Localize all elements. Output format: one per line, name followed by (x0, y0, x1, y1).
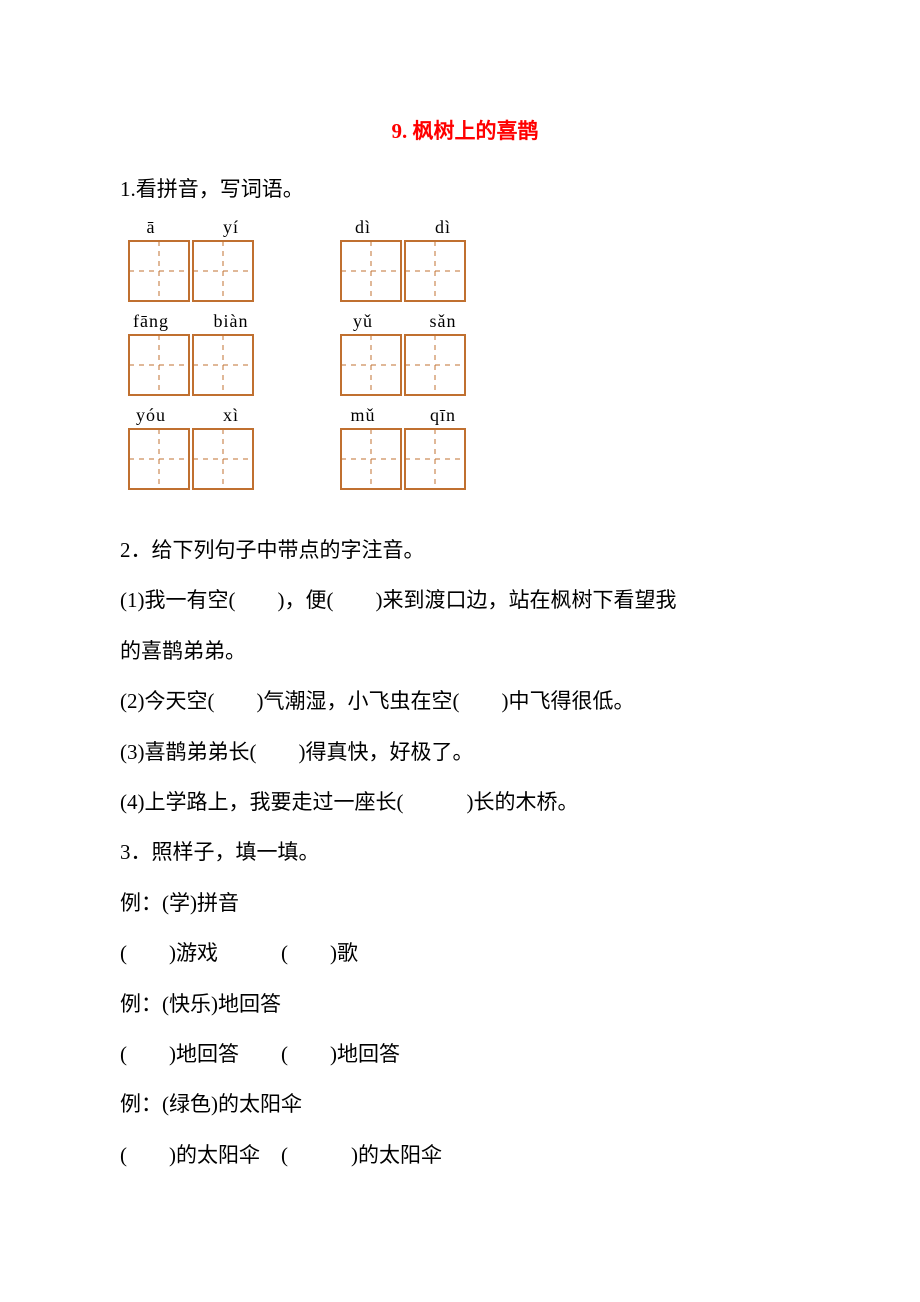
page-title: 9. 枫树上的喜鹊 (120, 115, 810, 145)
q2-line: (3)喜鹊弟弟长( )得真快，好极了。 (120, 727, 810, 777)
pinyin-row: āyí dìdì (120, 217, 810, 307)
q3-heading: 3．照样子，填一填。 (120, 827, 810, 877)
tianzi-pair (340, 334, 466, 401)
pinyin-syllable: fāng (120, 311, 182, 332)
pinyin-syllable: yóu (120, 405, 182, 426)
pinyin-group: āyí (120, 217, 262, 307)
q2-line: (1)我一有空( )，便( )来到渡口边，站在枫树下看望我 (120, 575, 810, 625)
pinyin-label: mǔqīn (332, 405, 474, 426)
q2-line: (4)上学路上，我要走过一座长( )长的木桥。 (120, 777, 810, 827)
tianzi-box (340, 334, 402, 401)
q2-line: (2)今天空( )气潮湿，小飞虫在空( )中飞得很低。 (120, 676, 810, 726)
pinyin-group: mǔqīn (332, 405, 474, 495)
tianzi-pair (128, 240, 254, 307)
pinyin-row: yóuxì mǔqīn (120, 405, 810, 495)
tianzi-box (192, 428, 254, 495)
q3-line: ( )的太阳伞 ( )的太阳伞 (120, 1130, 810, 1180)
tianzi-box (404, 334, 466, 401)
tianzi-box (404, 240, 466, 307)
pinyin-syllable: yí (200, 217, 262, 238)
pinyin-syllable: dì (412, 217, 474, 238)
pinyin-syllable: qīn (412, 405, 474, 426)
tianzi-box (128, 240, 190, 307)
tianzi-box (128, 428, 190, 495)
pinyin-syllable: mǔ (332, 405, 394, 426)
q3-line: ( )地回答 ( )地回答 (120, 1029, 810, 1079)
q2-heading: 2．给下列句子中带点的字注音。 (120, 525, 810, 575)
tianzi-pair (128, 428, 254, 495)
pinyin-label: āyí (120, 217, 262, 238)
q1-heading: 1.看拼音，写词语。 (120, 173, 810, 203)
pinyin-group: fāng biàn (120, 311, 262, 401)
tianzi-pair (128, 334, 254, 401)
q3-line: ( )游戏 ( )歌 (120, 928, 810, 978)
pinyin-syllable: sǎn (412, 311, 474, 332)
q2-line: 的喜鹊弟弟。 (120, 626, 810, 676)
pinyin-group: dìdì (332, 217, 474, 307)
tianzi-box (192, 334, 254, 401)
pinyin-syllable: dì (332, 217, 394, 238)
tianzi-box (340, 240, 402, 307)
pinyin-row: fāng biàn yǔsǎn (120, 311, 810, 401)
pinyin-syllable: yǔ (332, 311, 394, 332)
tianzi-box (192, 240, 254, 307)
pinyin-label: fāng biàn (120, 311, 262, 332)
q3-line: 例：(学)拼音 (120, 878, 810, 928)
pinyin-group: yóuxì (120, 405, 262, 495)
pinyin-syllable: biàn (200, 311, 262, 332)
pinyin-group: yǔsǎn (332, 311, 474, 401)
pinyin-label: yóuxì (120, 405, 262, 426)
pinyin-syllable: ā (120, 217, 182, 238)
tianzi-pair (340, 428, 466, 495)
body-text: 2．给下列句子中带点的字注音。(1)我一有空( )，便( )来到渡口边，站在枫树… (120, 525, 810, 1180)
q3-line: 例：(快乐)地回答 (120, 979, 810, 1029)
q3-line: 例：(绿色)的太阳伞 (120, 1079, 810, 1129)
tianzi-box (128, 334, 190, 401)
pinyin-label: yǔsǎn (332, 311, 474, 332)
tianzi-box (404, 428, 466, 495)
pinyin-label: dìdì (332, 217, 474, 238)
tianzi-pair (340, 240, 466, 307)
tianzi-box (340, 428, 402, 495)
pinyin-grid: āyí dìdì fāng biàn yǔsǎn yóuxì mǔqīn (120, 217, 810, 495)
pinyin-syllable: xì (200, 405, 262, 426)
